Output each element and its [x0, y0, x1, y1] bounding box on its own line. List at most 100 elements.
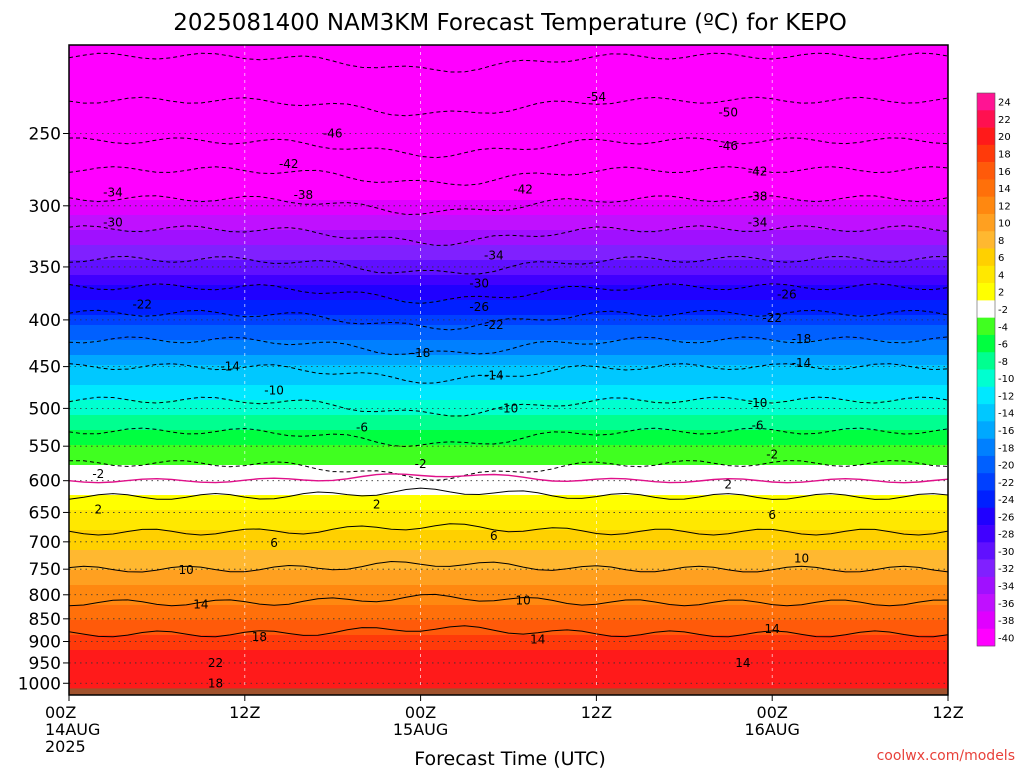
field-band — [69, 90, 948, 96]
y-tick-label: 350 — [29, 258, 61, 278]
contour-label: 10 — [179, 563, 194, 577]
contour-lines — [69, 52, 948, 638]
field-band — [69, 100, 948, 106]
contour-label: 2 — [94, 502, 102, 516]
x-tick-label: 14AUG — [45, 720, 100, 739]
contour-label: -34 — [484, 248, 504, 262]
isotherm-line — [69, 195, 948, 216]
colorbar-frame — [976, 92, 996, 647]
y-tick-label: 600 — [29, 472, 61, 492]
field-band — [69, 600, 948, 606]
colorbar-swatch — [977, 196, 995, 215]
x-tick-label: 2025 — [45, 737, 86, 756]
y-tick-label: 950 — [29, 654, 61, 674]
field-band — [69, 510, 948, 516]
colorbar-label: -16 — [998, 426, 1014, 437]
field-band — [69, 45, 948, 51]
colorbar-swatch — [977, 352, 995, 370]
contour-label: 2 — [724, 478, 732, 492]
colorbar-label: 14 — [998, 184, 1011, 195]
isotherm-line — [69, 255, 948, 275]
field-band — [69, 185, 948, 191]
colorbar-label: -34 — [998, 582, 1014, 593]
colorbar-swatch — [977, 559, 995, 578]
isotherm-line — [69, 137, 948, 159]
colorbar-label: 12 — [998, 201, 1011, 212]
colorbar-swatch — [977, 438, 995, 457]
y-tick-label: 750 — [29, 560, 61, 580]
terrain-ground — [69, 688, 948, 695]
isotherm-line — [69, 625, 948, 638]
field-band — [69, 305, 948, 311]
field-band — [69, 165, 948, 171]
contour-label: -34 — [103, 185, 123, 199]
contour-label: -38 — [294, 188, 314, 202]
colorbar-label: -40 — [998, 633, 1014, 644]
field-band — [69, 225, 948, 231]
field-band — [69, 620, 948, 626]
colorbar-swatch — [977, 248, 995, 267]
field-band — [69, 485, 948, 491]
contour-label: -42 — [513, 183, 533, 197]
isotherm-line — [69, 427, 948, 448]
contour-label: -14 — [220, 360, 240, 374]
x-tick-label: 00Z — [757, 703, 788, 722]
field-band — [69, 170, 948, 176]
contour-label: -22 — [132, 298, 152, 312]
field-band — [69, 585, 948, 591]
contour-label: 2 — [373, 497, 381, 511]
contour-label: -22 — [484, 318, 504, 332]
contour-label: -30 — [103, 216, 123, 230]
contour-label: 6 — [768, 508, 776, 522]
field-band — [69, 505, 948, 511]
contour-label: 6 — [490, 529, 498, 543]
contour-label: -54 — [587, 90, 607, 104]
contour-label: 14 — [735, 656, 750, 670]
credit-link[interactable]: coolwx.com/models — [877, 748, 1015, 764]
field-band — [69, 75, 948, 81]
field-band — [69, 395, 948, 401]
colorbar-label: -24 — [998, 495, 1014, 506]
field-band — [69, 210, 948, 216]
contour-label: -10 — [264, 384, 284, 398]
x-tick-label: 15AUG — [393, 720, 448, 739]
field-band — [69, 405, 948, 411]
colorbar-label: -36 — [998, 599, 1014, 610]
y-tick-label: 700 — [29, 533, 61, 553]
isotherm-line — [69, 460, 948, 481]
field-band — [69, 665, 948, 671]
isotherm-line — [69, 52, 948, 73]
contour-label: 14 — [193, 598, 208, 612]
field-band — [69, 355, 948, 361]
colorbar-swatch — [977, 179, 995, 197]
x-tick-label: 12Z — [932, 703, 963, 722]
field-band — [69, 175, 948, 181]
colorbar-swatch — [977, 576, 995, 595]
field-band — [69, 425, 948, 431]
colorbar-label: -18 — [998, 443, 1014, 454]
isotherm-line — [69, 283, 948, 304]
contour-label: -14 — [484, 368, 504, 382]
colorbar-swatch — [977, 231, 995, 249]
contour-label: -42 — [748, 164, 768, 178]
colorbar-swatch — [977, 213, 995, 232]
field-band — [69, 515, 948, 521]
field-band — [69, 125, 948, 131]
field-band — [69, 275, 948, 281]
y-tick-label: 250 — [29, 124, 61, 144]
contour-label: -26 — [777, 287, 797, 301]
field-band — [69, 390, 948, 396]
field-band — [69, 420, 948, 426]
contour-label: -2 — [92, 467, 104, 481]
colorbar-label: -32 — [998, 564, 1014, 575]
colorbar-label: -14 — [998, 409, 1014, 420]
field-band — [69, 290, 948, 296]
colorbar-label: -6 — [998, 340, 1008, 351]
field-band — [69, 370, 948, 376]
isotherm-line — [69, 396, 948, 417]
contour-label: 10 — [794, 551, 809, 565]
field-band — [69, 385, 948, 391]
colorbar-label: -2 — [998, 305, 1008, 316]
field-band — [69, 615, 948, 621]
